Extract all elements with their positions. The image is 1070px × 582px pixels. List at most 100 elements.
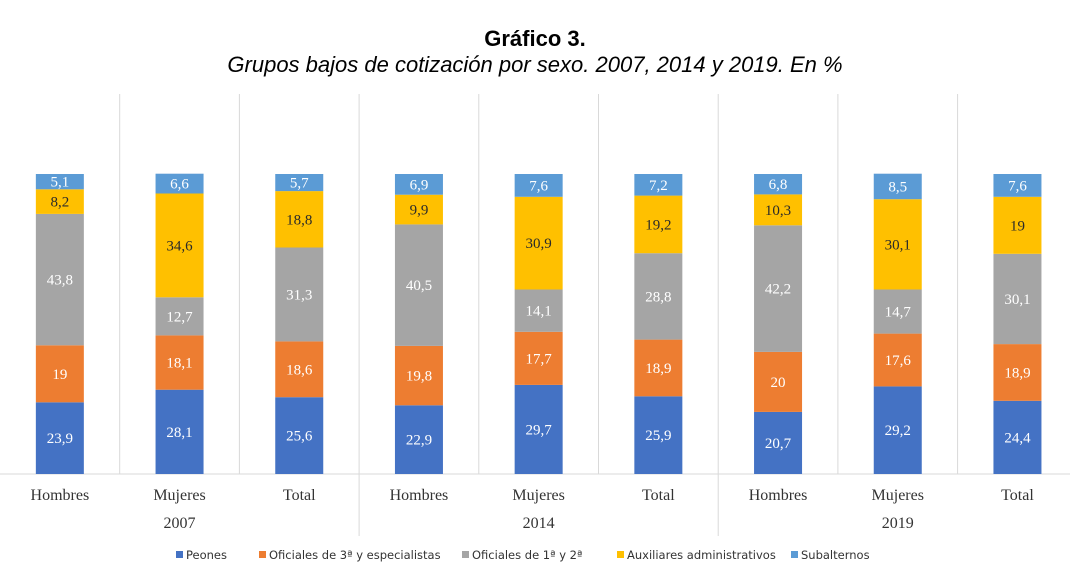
category-label: Mujeres (153, 487, 205, 504)
bar-subalternos (754, 174, 803, 195)
legend-swatch (791, 551, 798, 558)
bar-peones (394, 405, 443, 474)
bar-oficiales-de-3-y-especialistas (155, 335, 204, 390)
bar-auxiliares-administrativos (514, 196, 563, 290)
category-label: Hombres (31, 487, 90, 504)
bar-oficiales-de-1-y-2 (514, 289, 563, 332)
bar-subalternos (634, 174, 683, 196)
bar-subalternos (35, 174, 84, 190)
bar-oficiales-de-3-y-especialistas (275, 341, 324, 398)
data-label: 28,1 (166, 425, 192, 441)
bar-auxiliares-administrativos (634, 195, 683, 254)
data-label: 43,8 (47, 273, 73, 289)
category-label: Mujeres (872, 487, 924, 504)
data-label: 10,3 (765, 203, 791, 219)
bar-subalternos (275, 174, 324, 192)
bar-oficiales-de-3-y-especialistas (514, 331, 563, 385)
bar-subalternos (394, 174, 443, 195)
legend-swatch (259, 551, 266, 558)
bar-peones (634, 396, 683, 474)
bar-oficiales-de-1-y-2 (35, 213, 84, 346)
data-label: 40,5 (406, 278, 432, 294)
bar-oficiales-de-3-y-especialistas (35, 345, 84, 403)
data-label: 14,1 (526, 304, 552, 320)
bar-peones (993, 400, 1042, 474)
bar-oficiales-de-3-y-especialistas (754, 351, 803, 412)
legend-swatch (617, 551, 624, 558)
data-label: 12,7 (166, 309, 193, 325)
chart-title: Gráfico 3. (484, 26, 586, 51)
legend-label: Oficiales de 1ª y 2ª (472, 548, 582, 562)
legend-swatch (176, 551, 183, 558)
bar-auxiliares-administrativos (35, 189, 84, 214)
bar-auxiliares-administrativos (873, 199, 922, 290)
data-label: 31,3 (286, 287, 312, 303)
bar-oficiales-de-1-y-2 (275, 247, 324, 342)
data-label: 18,6 (286, 362, 313, 378)
data-label: 19,2 (645, 217, 671, 233)
group-label: 2014 (523, 515, 555, 532)
data-label: 6,9 (410, 177, 429, 193)
data-label: 17,6 (885, 353, 912, 369)
category-label: Total (1001, 487, 1034, 504)
bar-oficiales-de-1-y-2 (394, 224, 443, 346)
legend-label: Subalternos (801, 548, 870, 562)
chart-subtitle: Grupos bajos de cotización por sexo. 200… (227, 52, 843, 77)
data-label: 8,2 (50, 195, 69, 211)
bar-auxiliares-administrativos (993, 196, 1042, 254)
bar-subalternos (514, 174, 563, 197)
data-label: 22,9 (406, 433, 432, 449)
data-label: 17,7 (526, 351, 553, 367)
data-label: 19,8 (406, 369, 432, 385)
legend-label: Auxiliares administrativos (627, 548, 776, 562)
data-label: 34,6 (166, 238, 193, 254)
category-label: Hombres (390, 487, 449, 504)
data-label: 18,8 (286, 212, 312, 228)
data-label: 5,7 (290, 176, 309, 192)
data-label: 42,2 (765, 282, 791, 298)
bar-oficiales-de-1-y-2 (873, 289, 922, 334)
legend-swatch (462, 551, 469, 558)
legend-label: Peones (186, 548, 227, 562)
data-label: 18,9 (645, 361, 671, 377)
bar-subalternos (873, 173, 922, 200)
data-label: 30,1 (885, 237, 911, 253)
data-label: 30,1 (1004, 292, 1030, 308)
data-label: 20 (771, 375, 786, 391)
bar-oficiales-de-1-y-2 (993, 253, 1042, 345)
data-label: 9,9 (410, 203, 429, 219)
data-label: 8,5 (888, 179, 907, 195)
data-label: 28,8 (645, 289, 671, 305)
data-label: 19 (52, 367, 67, 383)
data-label: 7,6 (1008, 178, 1027, 194)
group-label: 2019 (882, 515, 914, 532)
data-label: 29,2 (885, 423, 911, 439)
category-label: Total (642, 487, 675, 504)
bar-oficiales-de-3-y-especialistas (993, 344, 1042, 401)
bar-oficiales-de-1-y-2 (754, 225, 803, 352)
bar-auxiliares-administrativos (275, 191, 324, 248)
data-label: 23,9 (47, 431, 73, 447)
data-label: 18,9 (1004, 365, 1030, 381)
bar-peones (155, 389, 204, 474)
data-label: 7,6 (529, 178, 548, 194)
bar-oficiales-de-1-y-2 (155, 297, 204, 336)
data-label: 24,4 (1004, 430, 1031, 446)
data-label: 14,7 (885, 305, 912, 321)
data-label: 18,1 (166, 356, 192, 372)
data-label: 7,2 (649, 178, 668, 194)
bar-auxiliares-administrativos (155, 193, 204, 298)
data-label: 20,7 (765, 436, 792, 452)
bar-oficiales-de-1-y-2 (634, 253, 683, 340)
bar-oficiales-de-3-y-especialistas (873, 333, 922, 387)
category-label: Hombres (749, 487, 808, 504)
category-label: Total (283, 487, 316, 504)
bar-subalternos (155, 173, 204, 194)
data-label: 6,8 (769, 177, 788, 193)
bar-subalternos (993, 174, 1042, 197)
data-label: 19 (1010, 218, 1025, 234)
data-label: 25,9 (645, 428, 671, 444)
legend-label: Oficiales de 3ª y especialistas (269, 548, 441, 562)
data-label: 30,9 (526, 236, 552, 252)
